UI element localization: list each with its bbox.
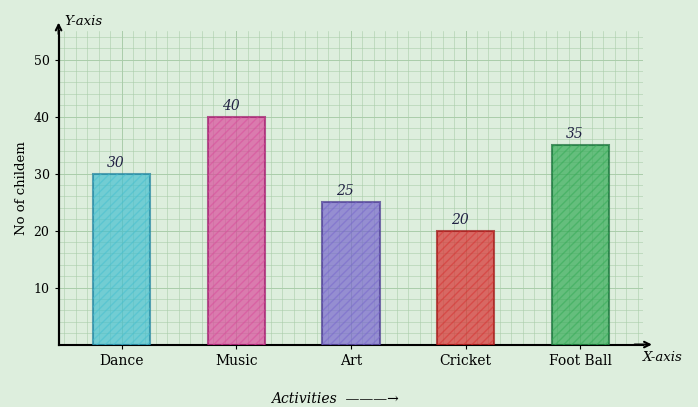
Text: 25: 25 bbox=[336, 184, 354, 198]
Bar bbox=[93, 174, 150, 345]
Bar bbox=[551, 145, 609, 345]
Text: X-axis: X-axis bbox=[644, 351, 683, 364]
Y-axis label: No of childem: No of childem bbox=[15, 141, 28, 235]
Text: 30: 30 bbox=[107, 155, 125, 170]
Text: 40: 40 bbox=[222, 98, 239, 113]
Bar bbox=[322, 202, 380, 345]
Bar bbox=[93, 174, 150, 345]
Text: Activities  ———→: Activities ———→ bbox=[271, 392, 399, 406]
Bar bbox=[207, 117, 265, 345]
Bar bbox=[437, 231, 494, 345]
Text: Y-axis: Y-axis bbox=[64, 15, 103, 28]
Bar bbox=[207, 117, 265, 345]
Text: 35: 35 bbox=[565, 127, 584, 141]
Bar bbox=[322, 202, 380, 345]
Bar bbox=[437, 231, 494, 345]
Bar bbox=[551, 145, 609, 345]
Text: 20: 20 bbox=[451, 212, 468, 227]
